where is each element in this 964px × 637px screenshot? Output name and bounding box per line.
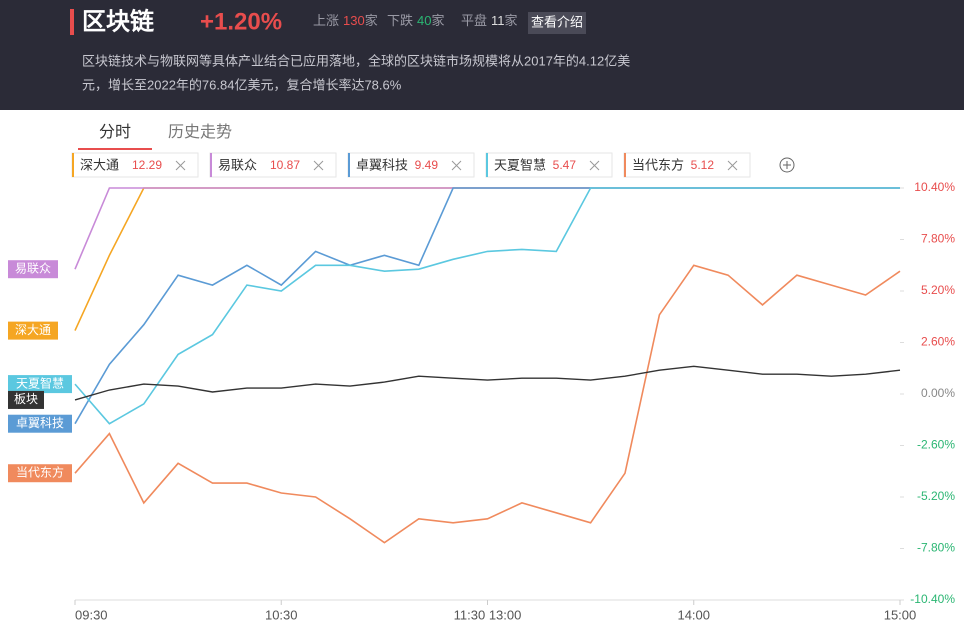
series-tag <box>8 375 72 394</box>
legend-chip <box>623 152 751 178</box>
series-tag-label: 天夏智慧 <box>16 375 64 390</box>
intro-button[interactable] <box>528 12 586 34</box>
legend-name: 深大通 <box>80 157 119 172</box>
legend-price: 12.29 <box>132 158 162 172</box>
series-tag-label: 易联众 <box>15 261 51 275</box>
stat-count: 11 <box>491 13 505 28</box>
y-tick-label: -7.80% <box>917 541 955 555</box>
series-line <box>74 187 900 425</box>
legend-price: 10.87 <box>270 158 300 172</box>
stat-count: 130 <box>343 13 365 28</box>
series-tag-label: 深大通 <box>15 323 51 337</box>
stat: 下跌 40家 <box>387 13 445 28</box>
legend-name: 天夏智慧 <box>494 157 546 172</box>
legend-name: 易联众 <box>218 157 257 172</box>
y-tick-label: 7.80% <box>921 232 955 246</box>
stat-unit: 家 <box>505 13 518 28</box>
legend-swatch <box>486 153 488 177</box>
y-tick-label: -10.40% <box>910 592 955 606</box>
stat: 平盘 11家 <box>461 13 518 28</box>
series-tag-label: 卓翼科技 <box>16 416 64 430</box>
series-tag <box>8 464 72 483</box>
series-tag <box>8 390 44 409</box>
y-tick-label: 10.40% <box>914 180 955 194</box>
series-tag <box>8 414 72 433</box>
legend-swatch <box>624 153 626 177</box>
tab[interactable]: 分时 <box>99 123 131 141</box>
series-line <box>74 264 901 544</box>
y-tick-label: 2.60% <box>921 335 955 349</box>
tab-underline <box>78 148 152 150</box>
legend-swatch <box>348 153 350 177</box>
stat-unit: 家 <box>431 13 444 28</box>
x-tick-label: 11:30 13:00 <box>454 607 522 622</box>
series-line <box>74 365 901 401</box>
legend-close <box>175 160 186 171</box>
series-tag <box>8 260 58 279</box>
stat-label: 下跌 <box>387 13 413 28</box>
description: 区块链技术与物联网等具体产业结合已应用落地，全球的区块链市场规模将从2017年的… <box>82 53 630 68</box>
y-tick-label: 0.00% <box>921 386 955 400</box>
x-tick-label: 14:00 <box>677 607 710 622</box>
legend-close <box>727 160 738 171</box>
series-tag-label: 当代东方 <box>16 464 64 479</box>
legend-name: 当代东方 <box>632 157 684 172</box>
legend-name: 卓翼科技 <box>356 157 408 172</box>
legend-close <box>451 160 462 171</box>
intro-button-text[interactable]: 查看介绍 <box>531 14 583 29</box>
stat-unit: 家 <box>365 13 378 28</box>
x-tick-label: 15:00 <box>884 607 917 622</box>
legend-swatch <box>210 153 212 177</box>
legend-close <box>313 160 324 171</box>
title-mark <box>70 9 74 35</box>
legend-chip <box>485 152 613 178</box>
stat: 上涨 130家 <box>313 13 378 28</box>
stat-count: 40 <box>417 13 431 28</box>
legend-close <box>589 160 600 171</box>
change: +1.20% <box>200 8 282 35</box>
legend-swatch <box>72 153 74 177</box>
tab[interactable]: 历史走势 <box>168 123 232 141</box>
legend-chip <box>209 152 337 178</box>
stat-label: 平盘 <box>461 13 487 28</box>
legend-price: 5.12 <box>691 158 715 172</box>
y-tick-label: 5.20% <box>921 283 955 297</box>
series-tag-label: 板块 <box>14 392 38 406</box>
description: 元，增长至2022年的76.84亿美元，复合增长率达78.6% <box>82 77 402 92</box>
x-tick-label: 09:30 <box>75 607 108 622</box>
legend-chip <box>71 152 199 178</box>
add-icon[interactable] <box>779 157 795 173</box>
series-line <box>74 187 900 425</box>
header-bg <box>0 0 964 110</box>
x-tick-label: 10:30 <box>265 607 298 622</box>
add-icon[interactable] <box>783 161 791 169</box>
series-line <box>74 187 900 270</box>
series-line <box>74 187 900 331</box>
y-tick-label: -5.20% <box>917 489 955 503</box>
stat-label: 上涨 <box>313 13 339 28</box>
legend-price: 9.49 <box>415 158 439 172</box>
series-tag <box>8 321 58 340</box>
y-tick-label: -2.60% <box>917 438 955 452</box>
title: 区块链 <box>82 7 155 35</box>
legend-price: 5.47 <box>553 158 577 172</box>
